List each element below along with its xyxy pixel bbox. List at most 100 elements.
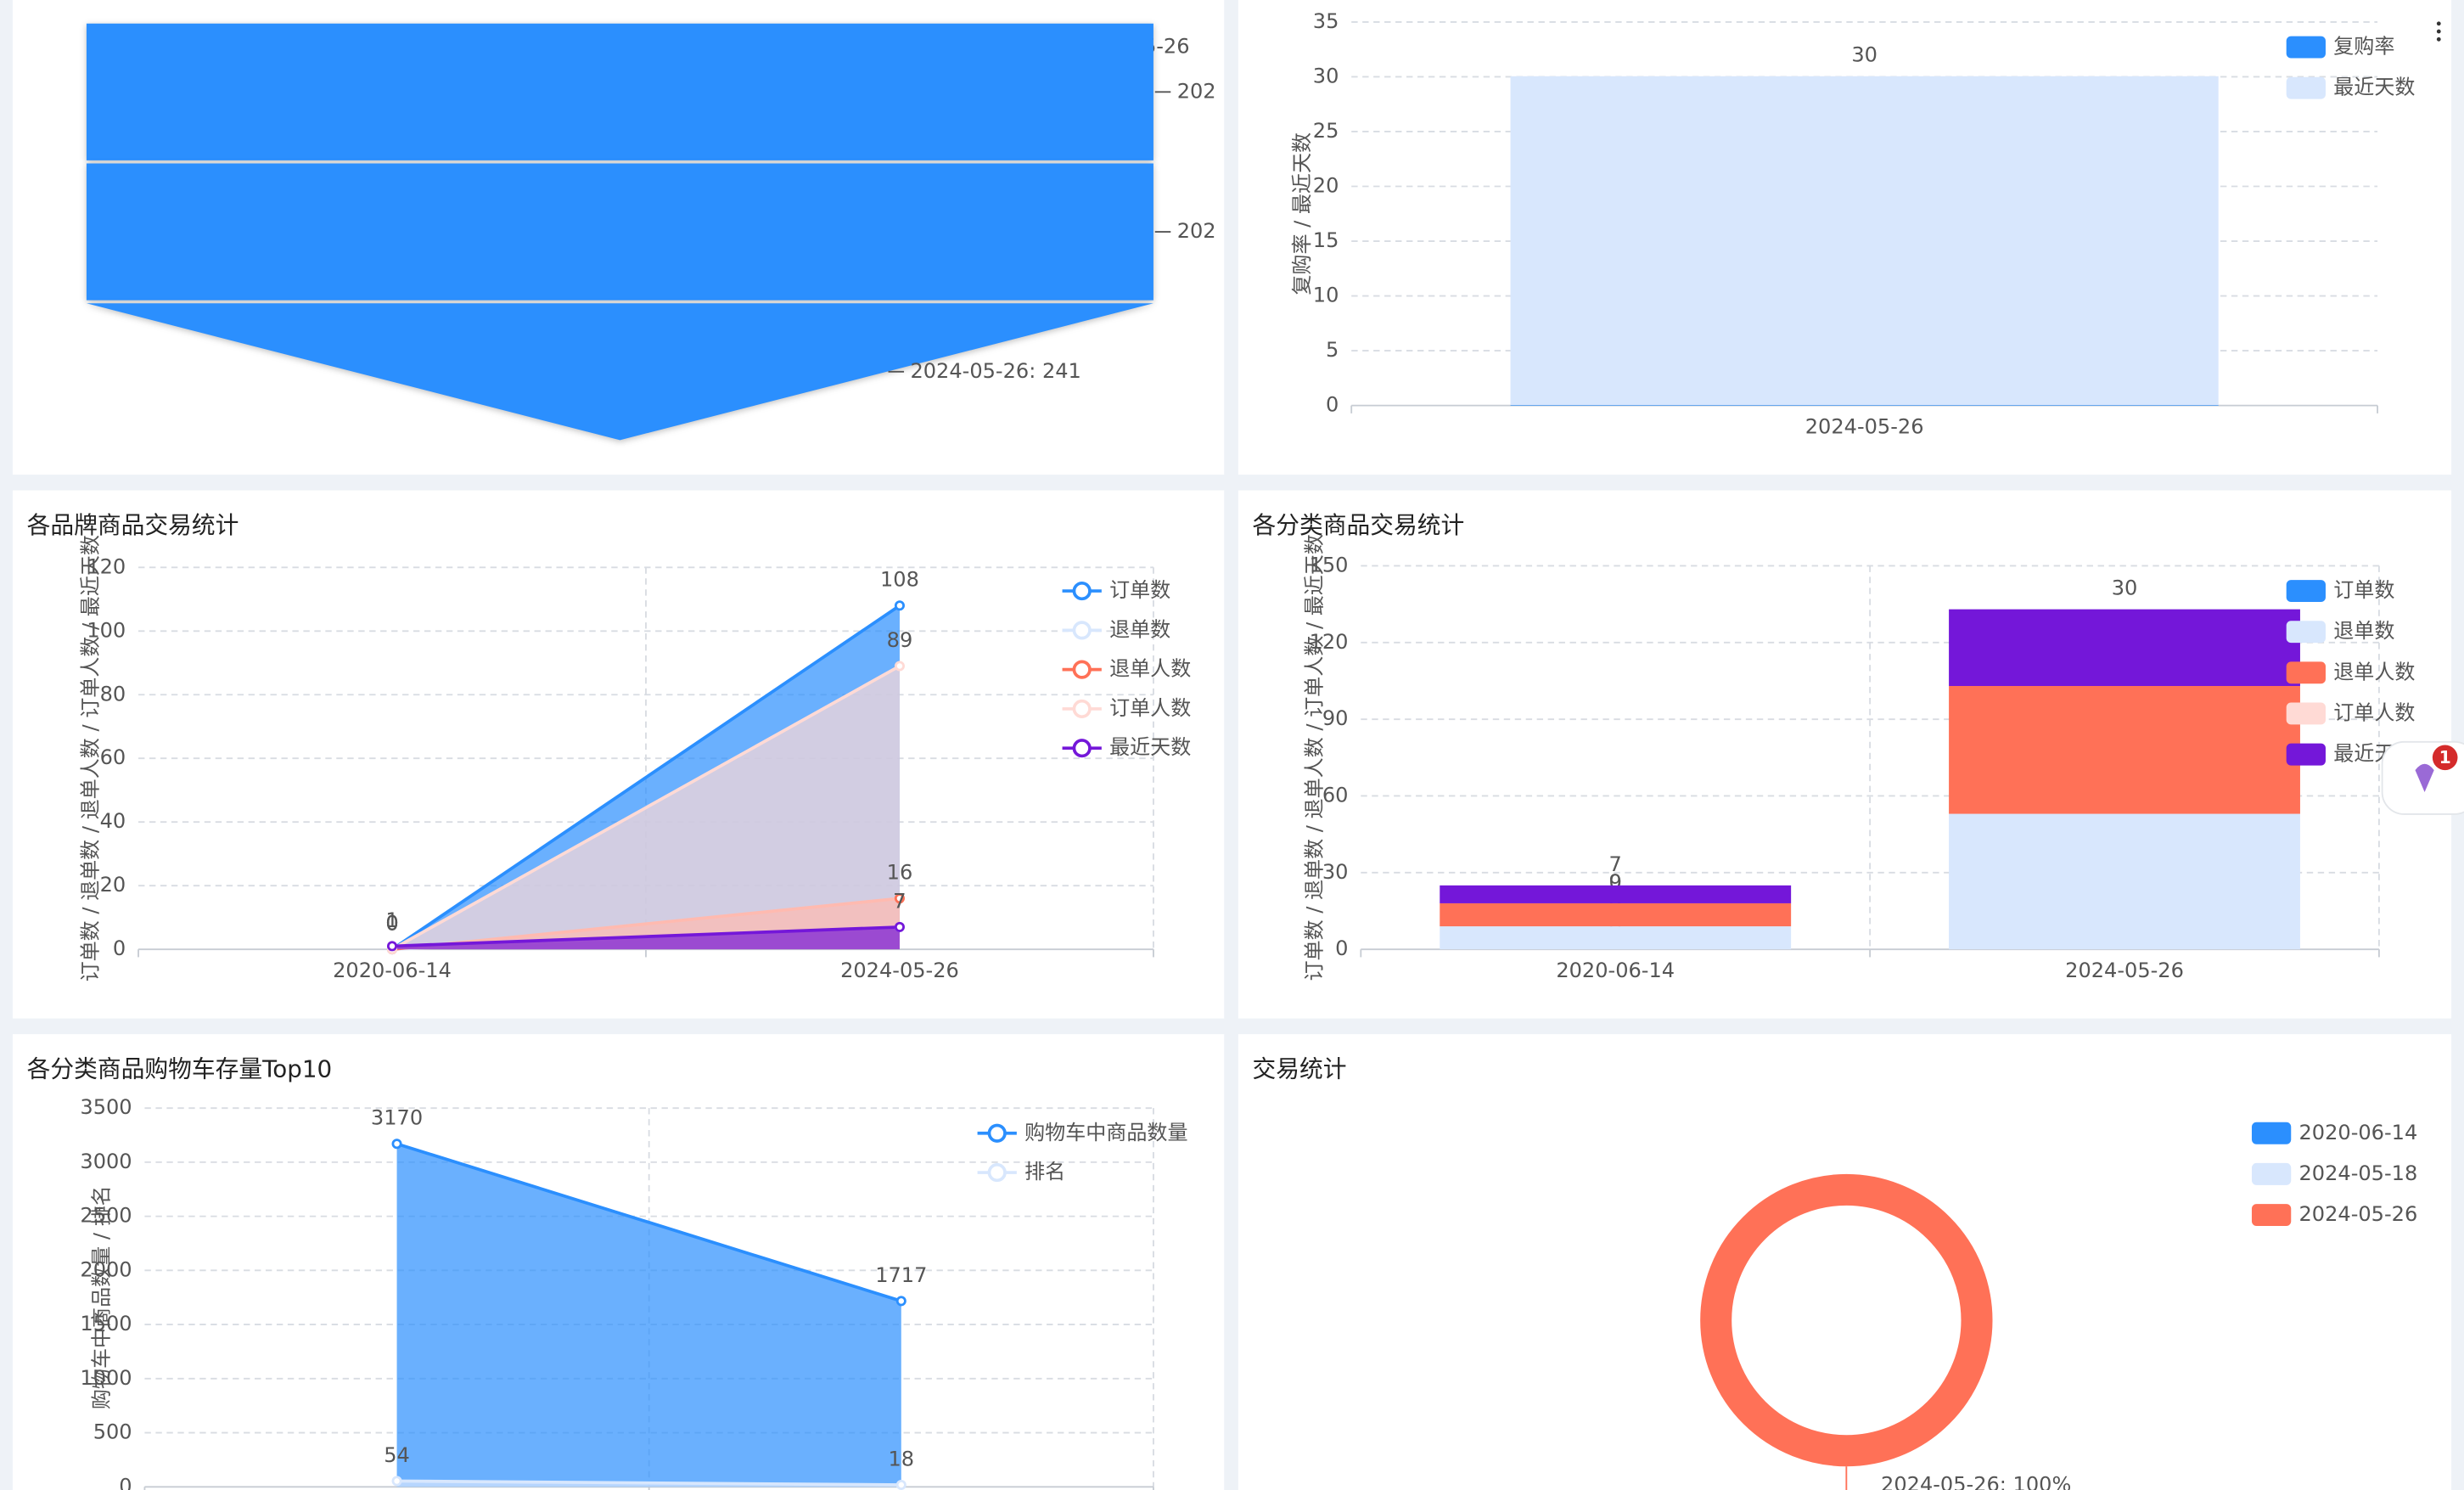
value-label: 30 (2112, 576, 2138, 600)
line (390, 604, 901, 951)
badge-count: 1 (2439, 747, 2451, 767)
y-tick-label: 60 (1322, 783, 1349, 807)
value-label: 108 (880, 568, 919, 592)
value-label: 30 (1851, 43, 1877, 67)
legend-label: 购物车中商品数量 (1024, 1121, 1187, 1144)
legend-marker (1072, 739, 1092, 758)
chart-title: 各分类商品购物车存量Top10 (27, 1055, 333, 1083)
y-tick-label: 1500 (80, 1312, 132, 1335)
y-tick-label: 0 (119, 1474, 132, 1490)
funnel-label: 202 (1177, 79, 1216, 103)
y-axis-title: 复购率 / 最近天数 (1290, 132, 1314, 295)
chart-title: 各分类商品交易统计 (1253, 511, 1465, 539)
bar (1510, 76, 2219, 405)
legend-marker (2286, 76, 2326, 99)
point (391, 1476, 402, 1487)
legend-label: 订单数 (1109, 578, 1170, 602)
legend-marker (2251, 1122, 2292, 1144)
y-tick-label: 30 (1313, 64, 1339, 87)
legend-marker (2286, 661, 2326, 684)
point (894, 921, 905, 932)
y-tick-label: 10 (1313, 284, 1339, 307)
value-label: 1717 (875, 1263, 927, 1287)
more-menu[interactable] (2436, 21, 2441, 42)
bar (1949, 685, 2300, 814)
pie-slice (1700, 1173, 1993, 1467)
bar (1440, 902, 1792, 927)
x-tick-label: 2024-05-26 (1805, 415, 1924, 439)
y-tick-label: 25 (1313, 119, 1339, 143)
y-tick-label: 80 (100, 682, 126, 706)
legend-marker (2251, 1204, 2292, 1226)
value-label: 54 (384, 1443, 410, 1467)
funnel-segment (86, 23, 1153, 160)
legend-marker (1072, 581, 1092, 601)
funnel-segment (86, 163, 1153, 301)
legend-label: 2020-06-14 (2299, 1121, 2418, 1144)
value-label: 18 (889, 1447, 915, 1470)
legend-marker (2286, 36, 2326, 59)
y-tick-label: 20 (1313, 174, 1339, 198)
point (895, 1296, 906, 1307)
y-tick-label: 20 (100, 873, 126, 897)
bar (1510, 404, 2219, 406)
value-label: 1 (385, 908, 398, 932)
value-label: 89 (887, 628, 913, 652)
value-label: 0 (385, 912, 398, 936)
legend-marker (2286, 702, 2326, 725)
legend-marker (1072, 699, 1092, 719)
legend-marker (2251, 1162, 2292, 1185)
y-tick-label: 0 (113, 936, 126, 960)
legend-label: 2024-05-18 (2299, 1161, 2418, 1185)
line (396, 1142, 902, 1303)
area-fill (396, 1144, 901, 1487)
legend-label: 复购率 (2333, 35, 2394, 59)
y-tick-label: 60 (100, 745, 126, 769)
legend-label: 最近天数 (2333, 76, 2415, 99)
value-label: 16 (887, 861, 913, 885)
y-tick-label: 40 (100, 809, 126, 833)
x-tick-label: 2024-05-26 (2065, 959, 2184, 982)
legend-marker (2286, 743, 2326, 766)
y-tick-label: 120 (87, 554, 126, 578)
value-label: 3170 (371, 1106, 423, 1130)
funnel-label: 2024-05-26: 241 (910, 359, 1080, 383)
line (391, 925, 901, 948)
badge (2432, 745, 2458, 771)
bar (1949, 609, 2300, 686)
x-tick-label: 2020-06-14 (1556, 959, 1675, 982)
y-tick-label: 0 (1335, 936, 1348, 960)
bar (1949, 813, 2300, 950)
y-tick-label: 90 (1322, 706, 1349, 730)
x-tick-label: 2020-06-14 (333, 959, 452, 982)
y-tick-label: 35 (1313, 9, 1339, 33)
value-label: 0 (385, 912, 398, 936)
point (386, 941, 398, 952)
legend-label: 退单数 (1109, 617, 1170, 641)
y-tick-label: 120 (1310, 630, 1349, 654)
value-label: 7 (1609, 852, 1622, 876)
legend-label: 退单人数 (1109, 657, 1191, 681)
legend-label: 最近天数 (1109, 735, 1191, 759)
funnel-segment (86, 303, 1153, 441)
legend-marker (2286, 621, 2326, 644)
funnel-label: 202 (1177, 219, 1216, 243)
widget-icon (2415, 763, 2434, 793)
panel (1238, 1034, 2452, 1490)
float-widget[interactable]: 1 (2381, 740, 2464, 815)
legend-marker (987, 1123, 1007, 1143)
point (895, 1479, 906, 1490)
y-tick-label: 1000 (80, 1366, 132, 1390)
point (894, 893, 905, 904)
y-tick-label: 5 (1326, 338, 1339, 362)
x-tick-label: 2024-05-26 (840, 959, 959, 982)
point (391, 1139, 402, 1150)
legend-marker (987, 1162, 1007, 1183)
y-tick-label: 2500 (80, 1204, 132, 1228)
y-axis-title: 订单数 / 退单数 / 退单人数 / 订单人数 / 最近天数 (1303, 534, 1327, 981)
value-label: 0 (385, 912, 398, 936)
y-tick-label: 30 (1322, 860, 1349, 884)
value-label: 7 (893, 889, 906, 913)
